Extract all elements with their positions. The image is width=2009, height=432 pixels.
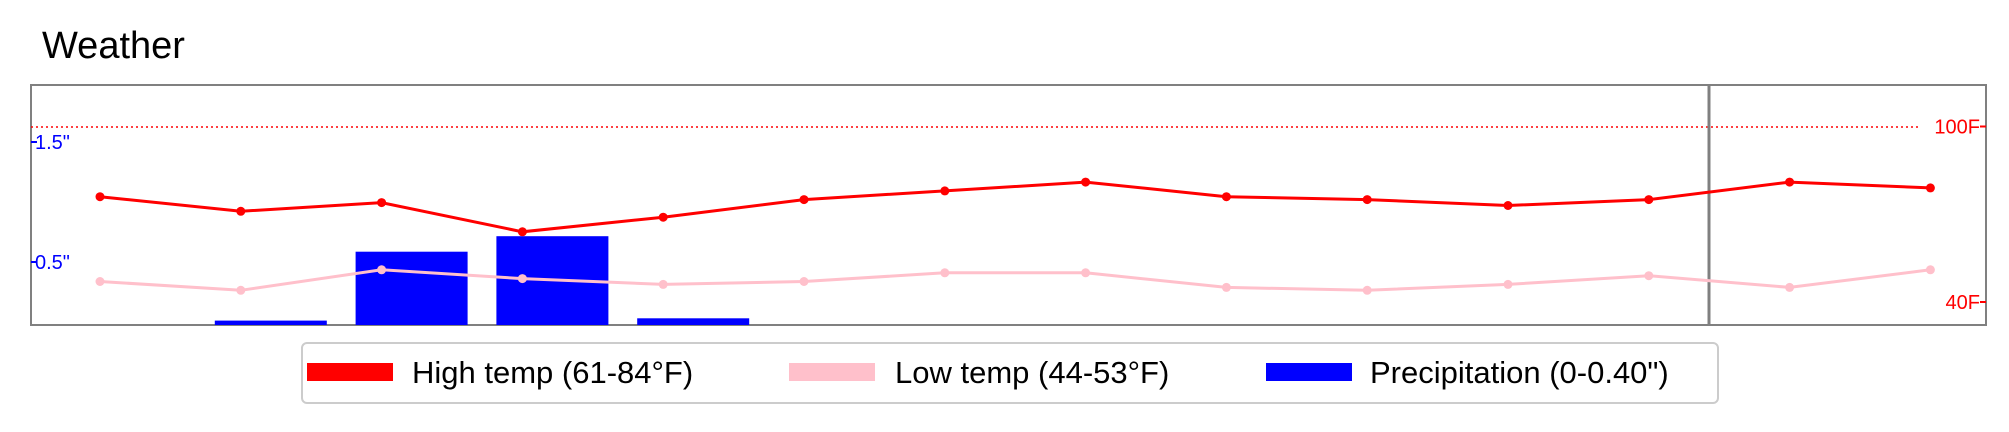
legend-label: High temp (61-84°F): [412, 355, 693, 390]
left-axis-ticks: 0.5" 1.5": [31, 132, 70, 274]
high-temp-point: [940, 186, 950, 196]
legend-swatch: [1266, 363, 1352, 381]
low-temp-point: [95, 277, 105, 286]
left-tick-label: 1.5": [35, 132, 70, 154]
legend-swatch: [307, 363, 393, 381]
high-temp-point: [377, 198, 387, 208]
right-axis-ticks: 40F 100F: [1934, 117, 1986, 314]
low-temp-point: [940, 268, 950, 278]
low-temp-point: [1785, 282, 1795, 292]
high-temp-point: [658, 212, 668, 222]
precip-bar: [355, 251, 468, 325]
low-temp-point: [1081, 268, 1091, 278]
high-temp-point: [1221, 192, 1231, 202]
low-temp-point: [799, 277, 809, 286]
high-temp-line: [99, 180, 1931, 234]
high-temp-point: [1362, 195, 1372, 205]
temperature-lines: [95, 177, 1935, 295]
high-temp-point: [799, 195, 809, 205]
low-temp-point: [517, 274, 527, 284]
chart-title: Weather: [42, 25, 185, 67]
high-temp-point: [236, 206, 246, 216]
legend-box: [301, 342, 1719, 404]
legend-label: Low temp (44-53°F): [895, 355, 1169, 390]
legend: High temp (61-84°F) Low temp (44-53°F) Pre…: [301, 342, 1719, 404]
high-temp-point: [1644, 195, 1654, 205]
plot-frame: [30, 84, 1987, 326]
low-temp-point: [1503, 279, 1513, 289]
high-temp-point: [1081, 177, 1091, 187]
low-temp-point: [658, 279, 668, 289]
left-tick-label: 0.5": [35, 252, 70, 274]
low-temp-point: [1925, 265, 1935, 275]
low-temp-point: [236, 285, 246, 295]
precipitation-bars: [214, 236, 750, 325]
legend-swatch: [789, 363, 875, 381]
right-tick-label: 40F: [1946, 292, 1980, 314]
low-temp-point: [1644, 271, 1654, 281]
high-temp-point: [95, 192, 105, 202]
high-temp-point: [517, 227, 527, 237]
legend-label: Precipitation (0-0.40"): [1370, 355, 1669, 390]
low-temp-point: [1362, 285, 1372, 295]
high-temp-point: [1785, 177, 1795, 187]
high-temp-point: [1503, 201, 1513, 210]
low-temp-point: [377, 265, 387, 275]
right-tick-label: 100F: [1934, 117, 1980, 139]
precip-bar: [214, 320, 327, 325]
precip-bar: [637, 318, 750, 325]
low-temp-line: [99, 268, 1931, 292]
low-temp-point: [1221, 282, 1231, 292]
high-temp-point: [1925, 183, 1935, 193]
